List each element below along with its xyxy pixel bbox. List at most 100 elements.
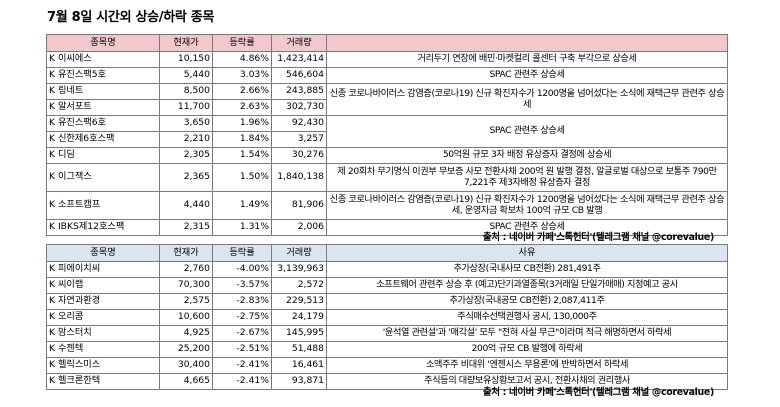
trade-volume: 24,179	[271, 309, 327, 326]
source-note: 출처 : 네이버 카페'스톡헌터'(텔레그램 채널 @corevalue)	[483, 232, 714, 243]
stock-name: K 소프트캠프	[46, 191, 160, 220]
trade-volume: 2,572	[271, 277, 327, 294]
change-rate: -2.51%	[212, 341, 272, 358]
falling-header-row: 종목명 현재가 등락률 거래량 사유	[46, 244, 728, 262]
current-price: 2,305	[159, 147, 213, 164]
reason-text: 소액주주 비대위 '엔젠시스 무용론'에 반박하면서 하락세	[326, 357, 728, 374]
change-rate: 2.63%	[212, 99, 272, 116]
trade-volume: 51,488	[271, 341, 327, 358]
col-header-change: 등락률	[212, 34, 272, 52]
source-note: 출처 : 네이버 카페'스톡헌터'(텔레그램 채널 @corevalue)	[483, 387, 714, 398]
current-price: 25,200	[159, 341, 213, 358]
trade-volume: 546,604	[271, 67, 327, 84]
trade-volume: 92,430	[271, 115, 327, 132]
change-rate: -2.67%	[212, 325, 272, 342]
reason-text: 50억원 규모 3자 배정 유상증자 결정에 상승세	[326, 147, 728, 164]
table-row: K 이씨에스 10,150 4.86% 1,423,414 거리두기 연장에 배민·마켓…	[46, 51, 728, 68]
table-row: K 맘스터치 4,925 -2.67% 145,995 '윤석열 관련설'과 '매각설'…	[46, 325, 728, 342]
trade-volume: 229,513	[271, 293, 327, 310]
change-rate: 1.54%	[212, 147, 272, 164]
trade-volume: 145,995	[271, 325, 327, 342]
col-header-name: 종목명	[46, 34, 160, 52]
change-rate: 1.96%	[212, 115, 272, 132]
current-price: 4,925	[159, 325, 213, 342]
reason-text: 신종 코로나바이러스 감염증(코로나19) 신규 확진자수가 1200명을 넘어…	[326, 191, 728, 220]
table-row: K 씨이랩 70,300 -3.57% 2,572 소프트웨어 관련주 상승 후 (예고…	[46, 277, 728, 294]
trade-volume: 16,461	[271, 357, 327, 374]
current-price: 4,665	[159, 373, 213, 390]
change-rate: 1.84%	[212, 131, 272, 148]
stock-name: K 알서포트	[46, 99, 160, 116]
change-rate: 4.86%	[212, 51, 272, 68]
stock-name: K 오리콤	[46, 309, 160, 326]
rising-stocks-table: 종목명 현재가 등락률 거래량 K 이씨에스 10,150 4.86% 1,423,4…	[46, 34, 728, 236]
reason-text: SPAC 관련주 상승세	[326, 67, 728, 84]
stock-name: K 씨이랩	[46, 277, 160, 294]
table-row: K 헬릭스미스 30,400 -2.41% 16,461 소액주주 비대위 '엔젠시스 …	[46, 357, 728, 374]
change-rate: 1.31%	[212, 219, 272, 236]
stock-name: K 맘스터치	[46, 325, 160, 342]
change-rate: 1.50%	[212, 163, 272, 192]
trade-volume: 3,139,963	[271, 261, 327, 278]
trade-volume: 3,257	[271, 131, 327, 148]
stock-name: K 유진스팩6호	[46, 115, 160, 132]
col-header-volume: 거래량	[271, 34, 327, 52]
current-price: 8,500	[159, 83, 213, 100]
trade-volume: 81,906	[271, 191, 327, 220]
stock-name: K 헬릭스미스	[46, 357, 160, 374]
table-row: K 이그잭스 2,365 1.50% 1,840,138 제 20회차 무기명식 이권부…	[46, 163, 728, 192]
table-row: K 유진스팩6호 3,650 1.96% 92,430 SPAC 관련주 상승세	[46, 115, 728, 148]
current-price: 2,575	[159, 293, 213, 310]
stock-name: K 디딤	[46, 147, 160, 164]
change-rate: -2.41%	[212, 357, 272, 374]
reason-text: 주식등의 대량보유상황보고서 공시, 전환사채의 권리행사	[326, 373, 728, 390]
stock-name: K 신한제6호스팩	[46, 131, 160, 148]
falling-stocks-table: 종목명 현재가 등락률 거래량 사유 K 피에이치씨 2,760 -4.00% 3,1…	[46, 244, 728, 390]
current-price: 3,650	[159, 115, 213, 132]
change-rate: -2.41%	[212, 373, 272, 390]
table-row: K 알서포트 11,700 2.63% 302,730	[46, 99, 728, 116]
reason-text: 소프트웨어 관련주 상승 후 (예고)단기과열종목(3거래일 단일가매매) 지정…	[326, 277, 728, 294]
stock-name: K 이그잭스	[46, 163, 160, 192]
table-row: K 디딤 2,305 1.54% 30,276 50억원 규모 3자 배정 유상증자 결…	[46, 147, 728, 164]
stock-name: K 헬크론한텍	[46, 373, 160, 390]
current-price: 30,400	[159, 357, 213, 374]
table-row: K 헬크론한텍 4,665 -2.41% 93,871 주식등의 대량보유상황보고서 공…	[46, 373, 728, 390]
change-rate: 3.03%	[212, 67, 272, 84]
current-price: 10,600	[159, 309, 213, 326]
table-row: K 수젠텍 25,200 -2.51% 51,488 200억 규모 CB 발행에 하락…	[46, 341, 728, 358]
table-row: K 유진스팩5호 5,440 3.03% 546,604 SPAC 관련주 상승세	[46, 67, 728, 84]
reason-text: SPAC 관련주 상승세	[326, 219, 728, 236]
stock-name: K IBKS제12호스팩	[46, 219, 160, 236]
trade-volume: 93,871	[271, 373, 327, 390]
col-header-price: 현재가	[159, 34, 213, 52]
stock-name: K 수젠텍	[46, 341, 160, 358]
trade-volume: 1,840,138	[271, 163, 327, 192]
stock-name: K 피에이치씨	[46, 261, 160, 278]
col-header-name: 종목명	[46, 244, 160, 262]
col-header-price: 현재가	[159, 244, 213, 262]
col-header-reason	[326, 34, 728, 52]
rising-header-row: 종목명 현재가 등락률 거래량	[46, 34, 728, 52]
trade-volume: 302,730	[271, 99, 327, 116]
trade-volume: 1,423,414	[271, 51, 327, 68]
reason-text: '윤석열 관련설'과 '매각설' 모두 "전혀 사실 무근"이라며 적극 해명하…	[326, 325, 728, 342]
current-price: 2,315	[159, 219, 213, 236]
reason-text: 주식매수선택권행사 공시, 130,000주	[326, 309, 728, 326]
current-price: 5,440	[159, 67, 213, 84]
col-header-change: 등락률	[212, 244, 272, 262]
reason-text: 신종 코로나바이러스 감염증(코로나19) 신규 확진자수가 1200명을 넘어…	[326, 83, 728, 116]
current-price: 4,440	[159, 191, 213, 220]
reason-text: SPAC 관련주 상승세	[326, 115, 728, 148]
table-row: K 자연과환경 2,575 -2.83% 229,513 추가상장(국내공모 CB전환)…	[46, 293, 728, 310]
current-price: 11,700	[159, 99, 213, 116]
table-row: K 링네트 8,500 2.66% 243,885 신종 코로나바이러스 감염증(코로나…	[46, 83, 728, 116]
page-title: 7월 8일 시간외 상승/하락 종목	[47, 10, 215, 25]
trade-volume: 2,006	[271, 219, 327, 236]
current-price: 70,300	[159, 277, 213, 294]
change-rate: 1.49%	[212, 191, 272, 220]
current-price: 10,150	[159, 51, 213, 68]
trade-volume: 30,276	[271, 147, 327, 164]
change-rate: -2.83%	[212, 293, 272, 310]
current-price: 2,760	[159, 261, 213, 278]
